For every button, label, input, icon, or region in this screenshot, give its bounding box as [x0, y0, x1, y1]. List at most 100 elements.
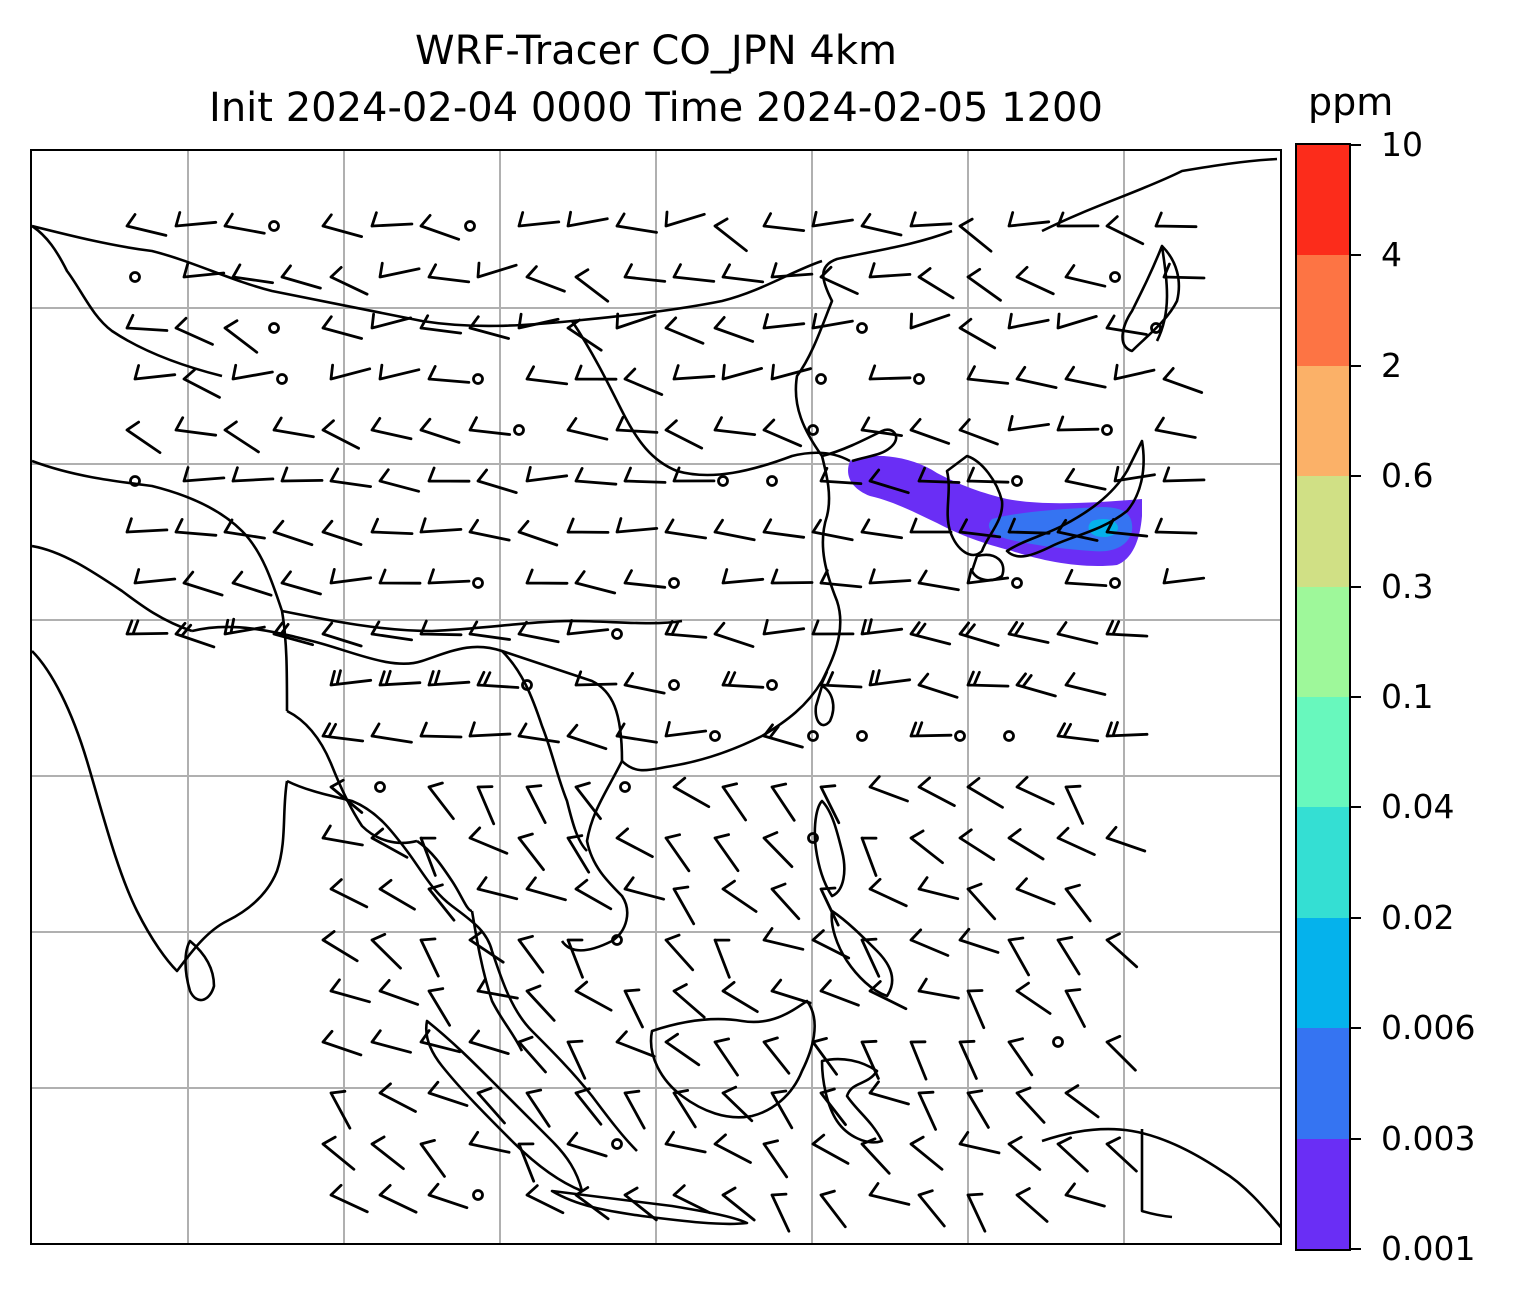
wind-barb [566, 723, 608, 751]
map-gridlines [32, 151, 1280, 1243]
wind-barb [566, 938, 584, 979]
wind-barb [664, 419, 704, 450]
wind-barb [770, 363, 812, 381]
wind-barb [427, 466, 471, 483]
wind-barb [664, 1130, 707, 1154]
wind-barb [762, 418, 803, 448]
wind-barb [1162, 568, 1206, 585]
wind-barb [860, 836, 878, 877]
wind-barb [664, 1032, 701, 1067]
wind-barb [762, 1036, 791, 1075]
wind-barb [476, 468, 518, 494]
wind-barb [419, 517, 463, 534]
calm-wind-marker [611, 934, 623, 946]
wind-barb [125, 619, 169, 636]
wind-barb [811, 619, 855, 636]
wind-barb [517, 211, 561, 228]
wind-barb [966, 882, 997, 921]
wind-barb [125, 420, 162, 454]
wind-barb [378, 261, 421, 279]
wind-barb [174, 211, 218, 228]
wind-barb [762, 723, 804, 749]
wind-barb [868, 669, 912, 687]
wind-barb [1064, 784, 1085, 825]
wind-barb [517, 519, 559, 547]
colorbar-tick-mark [1351, 916, 1361, 919]
wind-barb [329, 1183, 369, 1214]
wind-barb [419, 1139, 446, 1178]
wind-barb [819, 784, 841, 825]
wind-barb [1105, 314, 1148, 336]
colorbar-tick-mark [1351, 475, 1361, 478]
wind-barb [370, 827, 409, 859]
wind-barb [909, 928, 950, 957]
wind-barb [174, 621, 216, 649]
wind-barb [672, 983, 706, 1019]
wind-barb [1007, 936, 1030, 977]
wind-barb [1064, 365, 1107, 389]
wind-barb [329, 878, 369, 909]
wind-barb [525, 568, 569, 585]
wind-barb [1056, 1136, 1089, 1173]
wind-barb [321, 1029, 363, 1057]
calm-wind-marker [1003, 730, 1015, 742]
wind-barb [958, 621, 1000, 647]
calm-wind-marker [1011, 475, 1023, 487]
calm-wind-marker [1011, 577, 1023, 589]
wind-barb [860, 618, 904, 636]
chart-title-line2: Init 2024-02-04 0000 Time 2024-02-05 120… [209, 85, 1103, 131]
wind-barb [574, 467, 618, 486]
wind-barb [1015, 981, 1052, 1015]
calm-wind-marker [472, 577, 484, 589]
wind-barb [819, 569, 863, 589]
coast-himalaya [32, 459, 289, 712]
wind-barb [525, 984, 556, 1022]
calm-wind-marker [472, 1189, 484, 1201]
wind-barb [917, 876, 960, 901]
coast-thailand [416, 839, 473, 913]
wind-barb [468, 930, 505, 964]
wind-barb [713, 416, 757, 436]
wind-barb [223, 617, 266, 636]
wind-barb [321, 315, 363, 340]
coast-bohai [821, 428, 898, 463]
wind-barb [566, 619, 610, 636]
wind-barb [966, 267, 1002, 302]
wind-barb [574, 1087, 603, 1126]
calm-wind-marker [709, 730, 721, 742]
wind-barb [623, 1089, 646, 1130]
wind-barb [1064, 1084, 1100, 1119]
wind-barb [770, 262, 814, 279]
coast-korea [945, 454, 1004, 557]
colorbar-segment [1297, 255, 1349, 366]
wind-barb [574, 980, 613, 1012]
wind-barb [664, 620, 708, 639]
colorbar [1295, 143, 1351, 1251]
wind-barb [1056, 415, 1100, 432]
colorbar-tick-mark [1351, 1027, 1361, 1030]
wind-barb [574, 364, 618, 381]
wind-barb [868, 980, 908, 1011]
calm-wind-marker [856, 322, 868, 334]
wind-barb [958, 1131, 1001, 1155]
calm-wind-marker [472, 373, 484, 385]
calm-wind-marker [464, 220, 476, 232]
wind-barb [615, 415, 659, 434]
colorbar-tick-label: 0.3 [1381, 566, 1434, 606]
wind-barb [1007, 312, 1050, 330]
wind-barb [1015, 265, 1055, 296]
calm-wind-marker [268, 322, 280, 334]
coast-russia-east [1041, 157, 1278, 233]
wind-barb [1064, 988, 1086, 1028]
wind-barb [329, 669, 373, 687]
wind-barb [517, 1142, 536, 1183]
wind-barb [966, 568, 1010, 585]
wind-barb [174, 518, 218, 537]
wind-barb [223, 420, 260, 454]
colorbar-tick-label: 4 [1381, 235, 1402, 275]
wind-barb [427, 987, 451, 1027]
wind-barb [1056, 518, 1099, 542]
wind-barb [811, 518, 854, 542]
coast-china-border-south [191, 625, 624, 762]
wind-barb [525, 265, 566, 293]
